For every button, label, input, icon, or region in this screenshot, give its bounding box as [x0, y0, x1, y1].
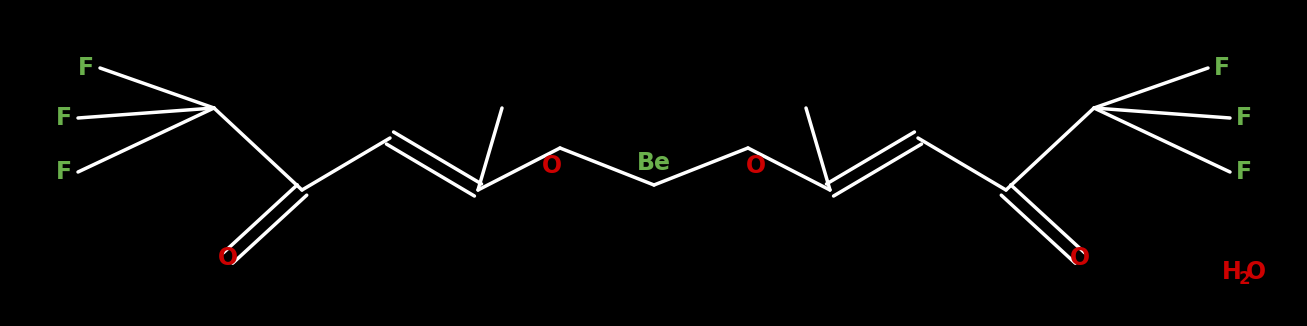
Text: H: H: [1222, 260, 1242, 284]
Text: F: F: [78, 56, 94, 80]
Text: F: F: [56, 106, 72, 130]
Text: 2: 2: [1238, 270, 1249, 288]
Text: Be: Be: [637, 151, 670, 175]
Text: O: O: [1246, 260, 1266, 284]
Text: F: F: [56, 160, 72, 184]
Text: F: F: [1236, 106, 1252, 130]
Text: O: O: [542, 154, 562, 178]
Text: O: O: [1070, 246, 1090, 270]
Text: O: O: [746, 154, 766, 178]
Text: O: O: [218, 246, 238, 270]
Text: F: F: [1214, 56, 1230, 80]
Text: F: F: [1236, 160, 1252, 184]
